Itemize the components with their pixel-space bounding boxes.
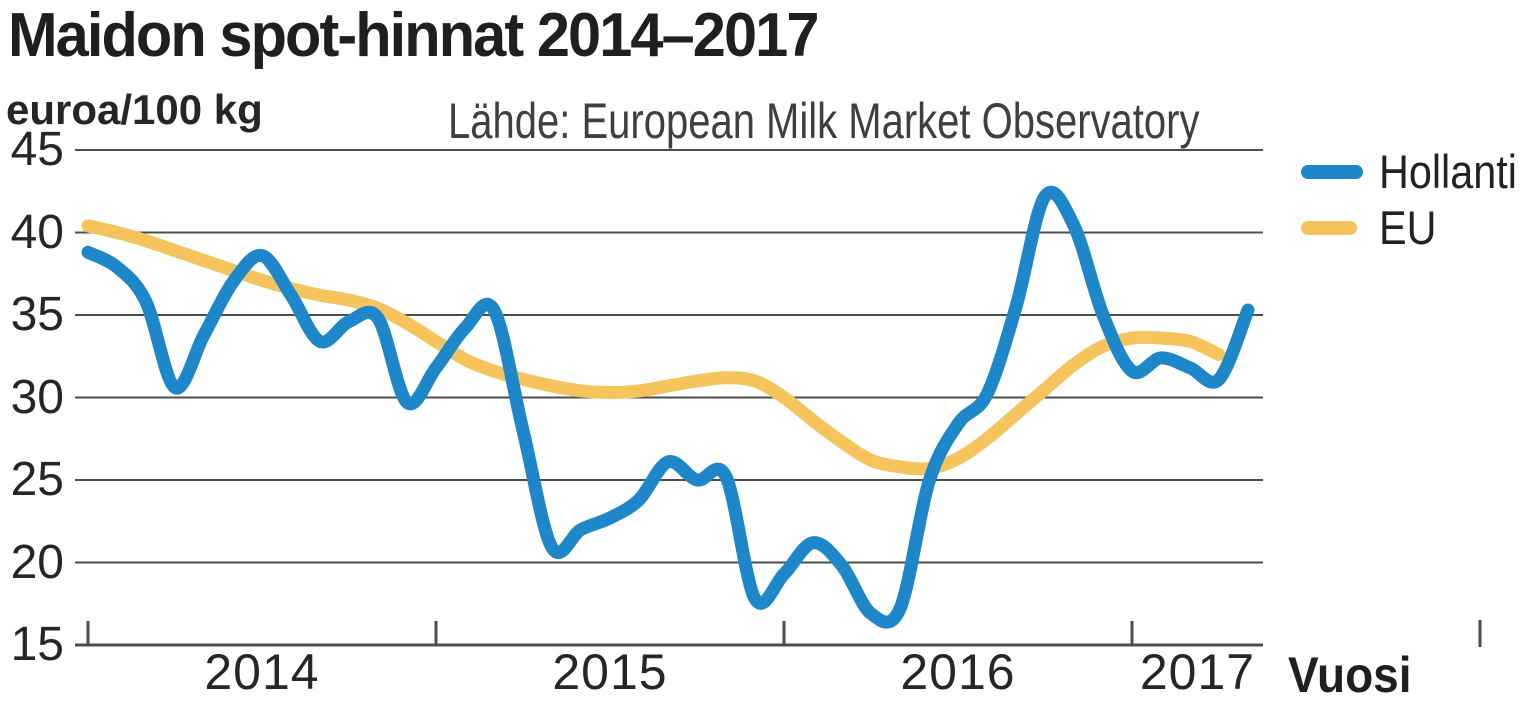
chart-title: Maidon spot-hinnat 2014–2017 — [8, 1, 819, 70]
hollanti-line — [81, 185, 1255, 629]
legend: Hollanti EU — [1301, 144, 1534, 256]
y-tick-label: 15 — [10, 618, 64, 671]
legend-label-hollanti: Hollanti — [1379, 145, 1517, 198]
legend-label-eu: EU — [1379, 201, 1437, 254]
source-label: Lähde: European Milk Market Observatory — [448, 93, 1200, 149]
y-tick-label: 35 — [10, 288, 64, 341]
eu-line — [81, 219, 1226, 476]
x-tick-label: 2014 — [204, 644, 320, 700]
x-tick-label: 2015 — [552, 644, 668, 700]
y-tick-label: 25 — [10, 453, 64, 506]
hollanti-line-swatch — [1301, 165, 1363, 179]
y-tick-label: 30 — [10, 370, 64, 424]
legend-item-eu: EU — [1301, 200, 1534, 256]
y-tick-label: 40 — [10, 205, 64, 259]
x-tick-label: 2016 — [900, 644, 1016, 700]
x-axis-title: Vuosi — [1288, 647, 1412, 702]
y-tick-label: 20 — [10, 535, 64, 589]
eu-line-swatch — [1301, 221, 1357, 235]
legend-item-hollanti: Hollanti — [1301, 144, 1534, 200]
y-tick-label: 45 — [10, 123, 64, 176]
x-tick-label: 2017 — [1139, 644, 1256, 700]
y-axis-unit-label: euroa/100 kg — [6, 86, 263, 133]
